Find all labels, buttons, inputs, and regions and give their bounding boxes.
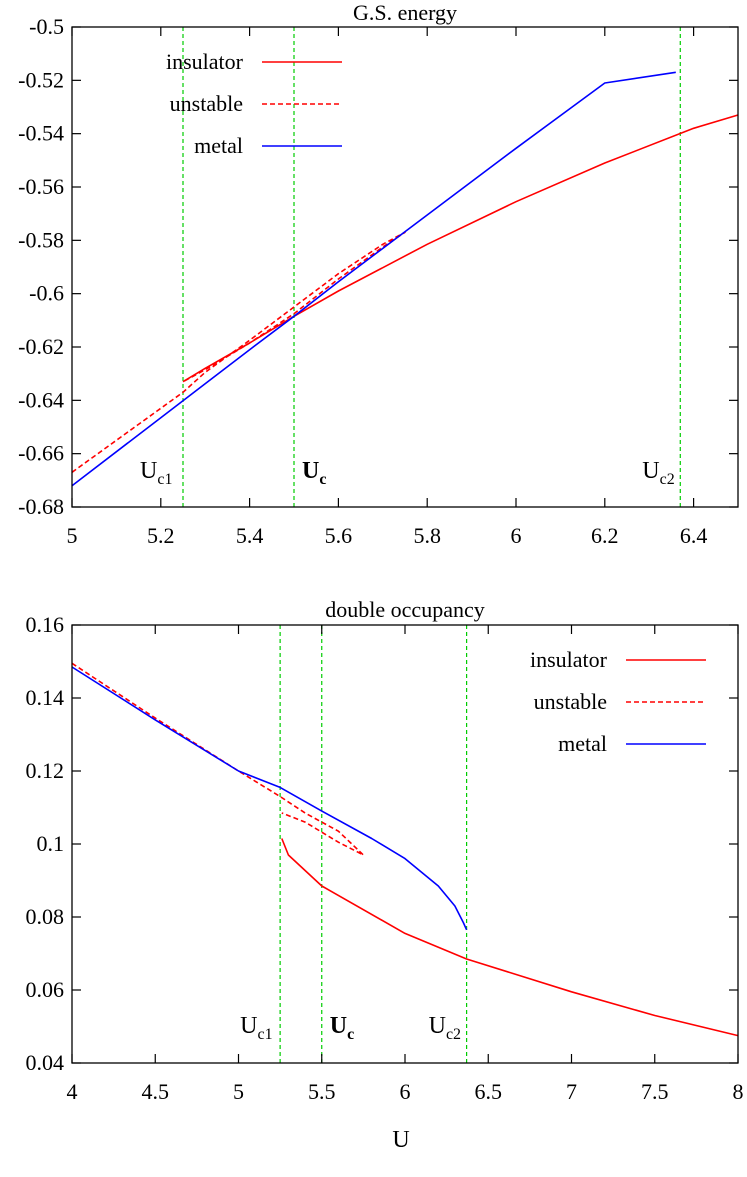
series-insulator-line: [182, 114, 739, 383]
plot-frame: [71, 26, 739, 508]
y-tick-label: -0.58: [18, 227, 64, 252]
marker-label-c1: Uc1: [140, 458, 172, 488]
y-tick-label: -0.5: [29, 14, 64, 39]
legend-label-unstable: unstable: [534, 689, 607, 714]
y-tick-label: 0.04: [26, 1050, 65, 1075]
legend-label-unstable: unstable: [170, 91, 243, 116]
x-tick-label: 5.5: [308, 1079, 336, 1104]
series-unstable-line: [71, 662, 365, 856]
y-tick-label: -0.66: [18, 441, 64, 466]
y-tick-label: 0.06: [26, 977, 65, 1002]
y-tick-label: -0.62: [18, 334, 64, 359]
x-tick-label: 4.5: [142, 1079, 170, 1104]
x-tick-label: 5.2: [147, 523, 175, 548]
y-tick-label: 0.1: [37, 831, 65, 856]
y-tick-label: 0.12: [26, 758, 65, 783]
y-tick-label: 0.14: [26, 685, 65, 710]
y-tick-label: 0.08: [26, 904, 65, 929]
legend-label-insulator: insulator: [530, 647, 608, 672]
series-metal-line: [71, 666, 468, 931]
x-axis-label: U: [392, 1127, 409, 1153]
y-tick-label: -0.52: [18, 67, 64, 92]
legend-label-insulator: insulator: [166, 49, 244, 74]
x-tick-label: 6.2: [591, 523, 619, 548]
marker-label-c2: Uc2: [429, 1013, 461, 1043]
x-tick-label: 7.5: [641, 1079, 669, 1104]
plot-frame: [71, 624, 739, 1064]
y-tick-label: -0.54: [18, 121, 64, 146]
x-tick-label: 6.4: [680, 523, 708, 548]
x-tick-label: 5: [233, 1079, 244, 1104]
marker-label-c1: Uc1: [240, 1013, 272, 1043]
x-tick-label: 4: [67, 1079, 78, 1104]
marker-label-c: Uc: [330, 1013, 354, 1043]
legend-label-metal: metal: [558, 731, 607, 756]
x-tick-label: 5.8: [413, 523, 441, 548]
y-tick-label: -0.6: [29, 281, 64, 306]
marker-label-c: Uc: [302, 458, 326, 488]
x-tick-label: 6: [511, 523, 522, 548]
series-unstable-line: [71, 231, 406, 473]
x-tick-label: 6: [400, 1079, 411, 1104]
x-tick-label: 6.5: [475, 1079, 503, 1104]
y-tick-label: -0.68: [18, 494, 64, 519]
chart-title: G.S. energy: [353, 0, 457, 25]
y-tick-label: 0.16: [26, 612, 65, 637]
marker-label-c2: Uc2: [642, 458, 674, 488]
y-tick-label: -0.56: [18, 174, 64, 199]
series-metal-line: [71, 71, 676, 487]
chart-title: double occupancy: [325, 597, 484, 622]
x-tick-label: 5.6: [325, 523, 353, 548]
x-tick-label: 5.4: [236, 523, 264, 548]
x-tick-label: 7: [566, 1079, 577, 1104]
legend-label-metal: metal: [194, 133, 243, 158]
x-tick-label: 8: [733, 1079, 744, 1104]
double-occupancy-chart: Uc1 Uc Uc2 insulator unstable metal 4 4.5 5 5.5 6 6…: [26, 597, 744, 1153]
series-insulator-line: [281, 838, 739, 1037]
gs-energy-chart: Uc1 Uc Uc2 insulator unstable metal 5 5.2 5.4 5.6…: [18, 0, 739, 548]
y-tick-label: -0.64: [18, 387, 64, 412]
x-tick-label: 5: [67, 523, 78, 548]
